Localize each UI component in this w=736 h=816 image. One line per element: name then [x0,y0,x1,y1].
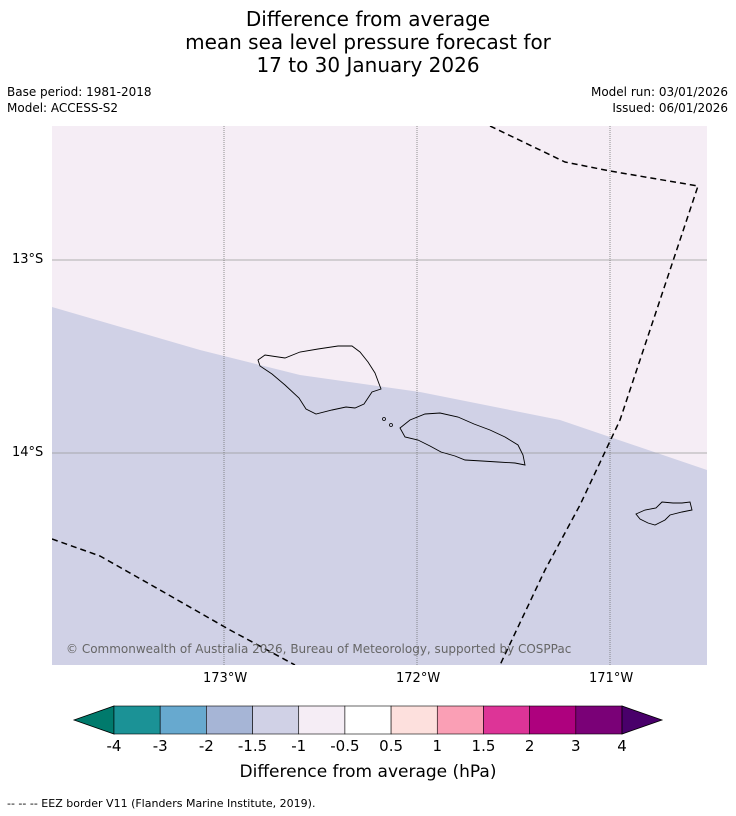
colorbar-tick-label: -3 [152,737,168,755]
colorbar-tick-label: -1 [291,737,307,755]
model-name: Model: ACCESS-S2 [7,101,119,115]
colorbar-arrow-low [72,705,115,735]
colorbar-swatch [113,705,161,735]
colorbar-swatch [390,705,438,735]
colorbar-tick-label: 3 [571,737,581,755]
colorbar-swatch [483,705,530,735]
meta-right: Model run: 03/01/2026 Issued: 06/01/2026 [591,84,728,116]
colorbar-tick-label: 2 [524,737,535,755]
tutuila-island-coast [635,501,693,526]
lon-label-171w: 171°W [589,671,634,686]
colorbar-swatch [575,705,623,735]
upolu-island-coast [399,412,526,466]
copyright-notice: © Commonwealth of Australia 2026, Bureau… [66,642,572,656]
colorbar-tick-label: -0.5 [330,737,360,755]
title-line-3: 17 to 30 January 2026 [256,53,480,77]
colorbar-swatch [206,705,253,735]
eez-footnote: -- -- -- EEZ border V11 (Flanders Marine… [7,797,316,810]
colorbar-swatch [252,705,300,735]
model-run: Model run: 03/01/2026 [590,85,728,99]
meta-left: Base period: 1981-2018 Model: ACCESS-S2 [7,84,152,116]
lat-label-13s: 13°S [12,252,44,267]
colorbar-tick-label: 1.5 [471,737,496,755]
colorbar-swatch [298,705,346,735]
title-line-1: Difference from average [245,7,491,31]
colorbar-swatch [344,705,392,735]
colorbar-tick-label: -2 [198,737,214,755]
base-period: Base period: 1981-2018 [7,85,152,99]
manono-islet [382,417,386,421]
lon-label-173w: 173°W [203,671,248,686]
lon-label-172w: 172°W [396,671,441,686]
colorbar-tick-label: 0.5 [379,737,404,755]
colorbar-tick-label: -4 [106,737,122,755]
colorbar-tick-label: -1.5 [237,737,268,755]
colorbar-label: Difference from average (hPa) [239,762,497,782]
lower-anomaly-region [52,307,707,665]
issued-date: Issued: 06/01/2026 [612,101,728,115]
colorbar-arrow-high [621,705,664,735]
title-line-2: mean sea level pressure forecast for [185,30,551,54]
map-title: Difference from average mean sea level p… [0,8,736,77]
colorbar-swatch [436,705,484,735]
savaii-island-coast [257,345,382,415]
lat-label-14s: 14°S [12,445,44,460]
colorbar-tick-label: 4 [617,737,627,755]
apolima-islet [389,423,393,427]
colorbar-tick-label: 1 [432,737,443,755]
colorbar-swatch [159,705,207,735]
colorbar-swatch [529,705,577,735]
eez-border-southwest [52,538,296,665]
